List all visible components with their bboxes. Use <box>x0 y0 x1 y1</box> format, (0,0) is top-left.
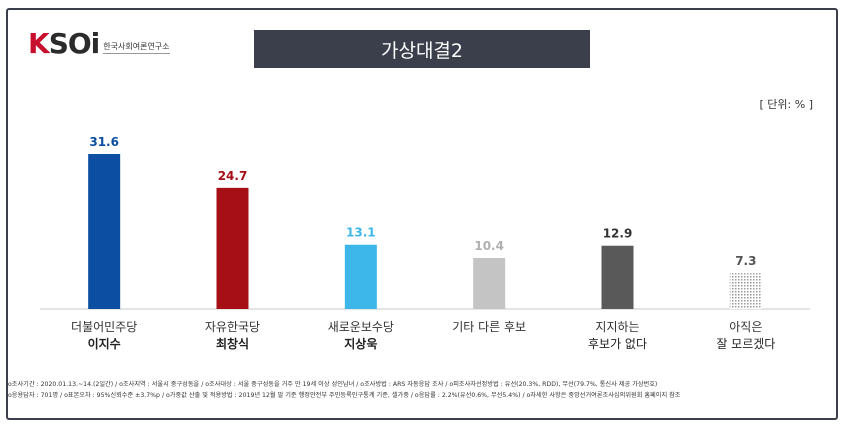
category-sublabel-2: 지상욱 <box>344 336 377 351</box>
category-label-1: 자유한국당 <box>205 320 260 334</box>
category-label-2: 새로운보수당 <box>328 320 394 334</box>
logo-subtitle: 한국사회여론연구소 <box>103 41 170 54</box>
bar-0 <box>88 154 121 309</box>
data-label-4: 12.9 <box>603 227 633 241</box>
bar-3 <box>473 257 506 309</box>
data-label-1: 24.7 <box>218 169 248 183</box>
category-sublabel-4: 후보가 없다 <box>588 337 647 351</box>
data-label-2: 13.1 <box>346 226 376 240</box>
bar-1 <box>216 187 249 309</box>
category-sublabel-5: 잘 모르겠다 <box>716 337 775 351</box>
survey-footnote: o조사기간 : 2020.01.13.~14.(2일간) / o조사지역 : 서… <box>8 379 838 401</box>
footnote-line-2: o응용답자 : 701명 / o표본오차 : 95%신뢰수준 ±3.7%p / … <box>8 392 681 399</box>
data-label-3: 10.4 <box>474 239 504 253</box>
chart-frame <box>6 8 838 420</box>
bar-4 <box>601 245 634 309</box>
bar-5 <box>729 273 762 309</box>
category-label-3: 기타 다른 후보 <box>452 320 526 334</box>
bar-2 <box>344 244 377 309</box>
ksoi-logo: KSOi 한국사회여론연구소 <box>28 30 170 58</box>
logo-wordmark: KSOi <box>28 27 100 60</box>
category-label-4: 지지하는 <box>595 320 639 334</box>
footnote-line-1: o조사기간 : 2020.01.13.~14.(2일간) / o조사지역 : 서… <box>8 381 658 388</box>
category-label-5: 아직은 <box>729 320 762 334</box>
chart-title: 가상대결2 <box>254 30 590 68</box>
unit-label: [ 단위: % ] <box>759 98 813 111</box>
data-label-5: 7.3 <box>735 254 756 268</box>
category-sublabel-1: 최창식 <box>216 336 249 351</box>
category-sublabel-0: 이지수 <box>88 336 121 351</box>
data-label-0: 31.6 <box>89 135 119 149</box>
category-label-0: 더불어민주당 <box>71 320 137 334</box>
